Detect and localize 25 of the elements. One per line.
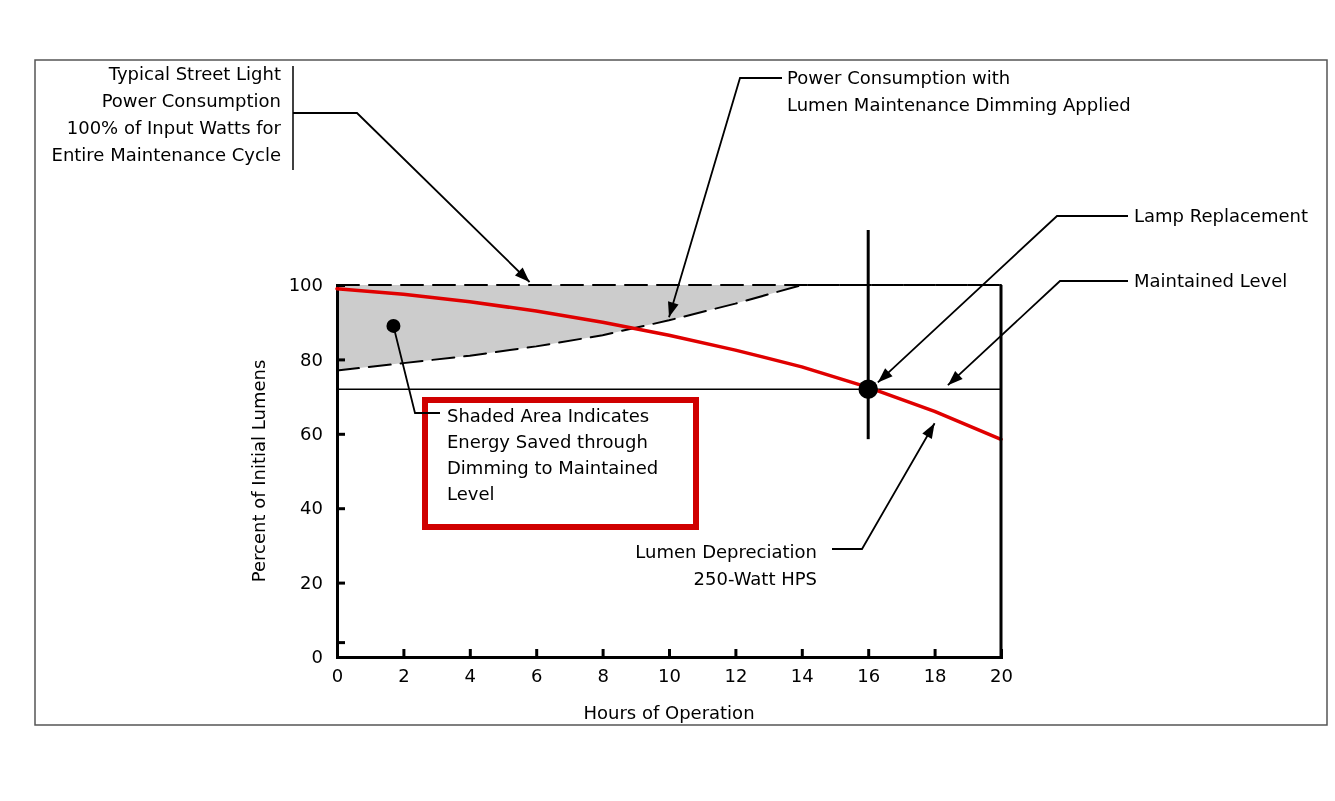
y-tick-label: 60 <box>300 423 323 445</box>
y-tick-label: 0 <box>311 646 323 668</box>
x-tick-label: 6 <box>530 664 543 686</box>
y-tick-label: 80 <box>300 348 323 370</box>
x-tick-label: 18 <box>923 664 947 686</box>
annotation: Shaded Area Indicates Energy Saved through Dimming to Maintained Level <box>447 405 659 504</box>
annotation: Power Consumption with Lumen Maintenance Dimming Applied <box>787 67 1131 115</box>
y-tick-label: 40 <box>300 497 323 519</box>
annotation: Typical Street Light Power Consumption 100% of Input Watts for Entire Maintenance Cycle <box>51 63 282 165</box>
x-tick-label: 0 <box>331 664 344 686</box>
annotation: Lumen Depreciation 250-Watt HPS <box>635 541 817 589</box>
x-tick-label: 4 <box>464 664 477 686</box>
x-tick-label: 8 <box>597 664 609 686</box>
annotation: Maintained Level <box>1134 270 1288 291</box>
y-tick-label: 100 <box>288 274 323 296</box>
x-tick-label: 20 <box>990 664 1013 686</box>
x-axis-title: Hours of Operation <box>583 702 755 723</box>
x-tick-label: 14 <box>790 664 814 686</box>
x-tick-label: 10 <box>658 664 681 686</box>
x-tick-label: 2 <box>398 664 410 686</box>
y-axis-title: Percent of Initial Lumens <box>248 359 269 583</box>
x-tick-label: 12 <box>724 664 748 686</box>
annotation: Lamp Replacement <box>1134 205 1309 226</box>
x-tick-label: 16 <box>857 664 881 686</box>
y-tick-label: 20 <box>300 571 323 593</box>
